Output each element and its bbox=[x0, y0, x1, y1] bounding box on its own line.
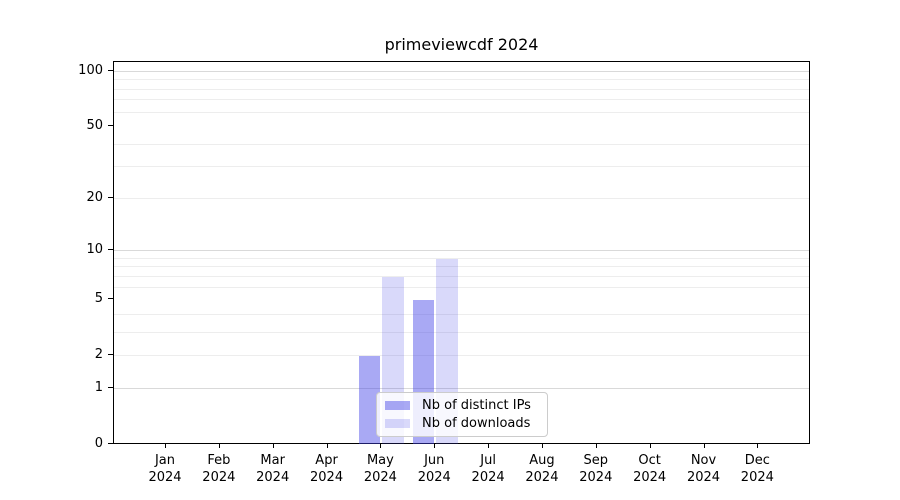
major-gridline bbox=[114, 387, 809, 389]
y-axis-tick-mark bbox=[108, 386, 113, 388]
x-tick-year: 2024 bbox=[471, 470, 505, 485]
y-axis-tick-label: 5 bbox=[94, 291, 103, 307]
x-tick-month: Jul bbox=[480, 453, 496, 468]
minor-gridline bbox=[114, 111, 809, 113]
x-tick-month: Sep bbox=[583, 453, 609, 468]
plot-area: Nb of distinct IPs Nb of downloads bbox=[113, 61, 810, 444]
x-tick-year: 2024 bbox=[310, 470, 344, 485]
x-tick-year: 2024 bbox=[363, 470, 397, 485]
y-axis-tick-mark bbox=[108, 249, 113, 251]
x-axis-tick-mark bbox=[326, 444, 328, 448]
x-tick-month: Apr bbox=[315, 453, 338, 468]
minor-gridline bbox=[114, 275, 809, 277]
x-axis-tick-mark bbox=[488, 444, 490, 448]
x-axis-tick-mark bbox=[541, 444, 543, 448]
y-axis-tick-label: 50 bbox=[86, 118, 103, 134]
minor-gridline bbox=[114, 143, 809, 145]
x-tick-year: 2024 bbox=[202, 470, 236, 485]
minor-gridline bbox=[114, 355, 809, 357]
x-tick-year: 2024 bbox=[740, 470, 774, 485]
x-tick-year: 2024 bbox=[633, 470, 667, 485]
chart-title: primeviewcdf 2024 bbox=[384, 35, 539, 54]
x-axis-tick-label: Mar 2024 bbox=[241, 452, 305, 486]
x-tick-year: 2024 bbox=[579, 470, 613, 485]
minor-gridline bbox=[114, 88, 809, 90]
x-tick-month: Feb bbox=[207, 453, 231, 468]
y-axis-tick-label: 0 bbox=[94, 436, 103, 451]
bar-distinct-ips bbox=[358, 356, 381, 444]
x-axis-tick-label: Jan 2024 bbox=[133, 452, 197, 486]
legend-label: Nb of distinct IPs bbox=[422, 398, 531, 414]
x-tick-month: Jan bbox=[154, 453, 176, 468]
x-axis-tick-label: Jul 2024 bbox=[456, 452, 520, 486]
x-tick-month: Dec bbox=[744, 453, 770, 468]
x-axis-tick-label: Sep 2024 bbox=[564, 452, 628, 486]
x-axis-tick-mark bbox=[272, 444, 274, 448]
x-tick-month: Mar bbox=[260, 453, 285, 468]
x-tick-month: May bbox=[366, 453, 394, 468]
legend-swatch bbox=[385, 418, 410, 428]
x-axis-tick-label: Nov 2024 bbox=[672, 452, 736, 486]
y-axis-tick-mark bbox=[108, 69, 113, 71]
minor-gridline bbox=[114, 166, 809, 168]
minor-gridline bbox=[114, 257, 809, 259]
minor-gridline bbox=[114, 99, 809, 101]
minor-gridline bbox=[114, 313, 809, 315]
y-axis-tick-label: 1 bbox=[94, 379, 103, 395]
minor-gridline bbox=[114, 197, 809, 199]
x-axis-tick-label: Feb 2024 bbox=[187, 452, 251, 486]
x-tick-month: Nov bbox=[690, 453, 717, 468]
x-axis-tick-mark bbox=[757, 444, 759, 448]
x-axis-tick-label: Apr 2024 bbox=[295, 452, 359, 486]
legend-item: Nb of downloads bbox=[385, 416, 539, 431]
minor-gridline bbox=[114, 286, 809, 288]
minor-gridline bbox=[114, 79, 809, 81]
y-axis-tick-mark bbox=[108, 354, 113, 356]
y-axis-tick-mark bbox=[108, 443, 113, 444]
x-axis-tick-label: May 2024 bbox=[348, 452, 412, 486]
x-axis-tick-label: Jun 2024 bbox=[402, 452, 466, 486]
x-tick-month: Jun bbox=[424, 453, 445, 468]
x-axis-tick-label: Dec 2024 bbox=[725, 452, 789, 486]
x-tick-year: 2024 bbox=[417, 470, 451, 485]
minor-gridline bbox=[114, 331, 809, 333]
minor-gridline bbox=[114, 266, 809, 268]
y-axis-tick-label: 10 bbox=[86, 242, 103, 258]
x-axis-tick-mark bbox=[649, 444, 651, 448]
y-axis-tick-label: 2 bbox=[94, 347, 103, 363]
x-tick-year: 2024 bbox=[148, 470, 182, 485]
legend-label: Nb of downloads bbox=[422, 415, 531, 431]
x-axis-tick-mark bbox=[165, 444, 166, 448]
x-axis-tick-mark bbox=[218, 444, 220, 448]
major-gridline bbox=[114, 70, 809, 72]
major-gridline bbox=[114, 250, 809, 252]
x-axis-tick-mark bbox=[703, 444, 705, 448]
x-tick-year: 2024 bbox=[525, 470, 559, 485]
x-axis-tick-mark bbox=[434, 444, 436, 448]
x-axis-tick-label: Aug 2024 bbox=[510, 452, 574, 486]
legend: Nb of distinct IPs Nb of downloads bbox=[376, 392, 548, 437]
x-axis-tick-label: Oct 2024 bbox=[618, 452, 682, 486]
x-tick-month: Aug bbox=[529, 453, 555, 468]
y-axis-tick-label: 20 bbox=[86, 189, 103, 205]
legend-item: Nb of distinct IPs bbox=[385, 398, 539, 413]
y-axis-tick-mark bbox=[108, 298, 113, 300]
y-axis-tick-mark bbox=[108, 125, 113, 127]
x-tick-year: 2024 bbox=[256, 470, 290, 485]
y-axis-tick-mark bbox=[108, 196, 113, 198]
x-tick-month: Oct bbox=[638, 453, 661, 468]
x-axis-tick-mark bbox=[595, 444, 597, 448]
legend-swatch bbox=[385, 401, 410, 411]
x-axis-tick-mark bbox=[380, 444, 382, 448]
x-tick-year: 2024 bbox=[686, 470, 721, 485]
y-axis-tick-label: 100 bbox=[78, 62, 103, 78]
